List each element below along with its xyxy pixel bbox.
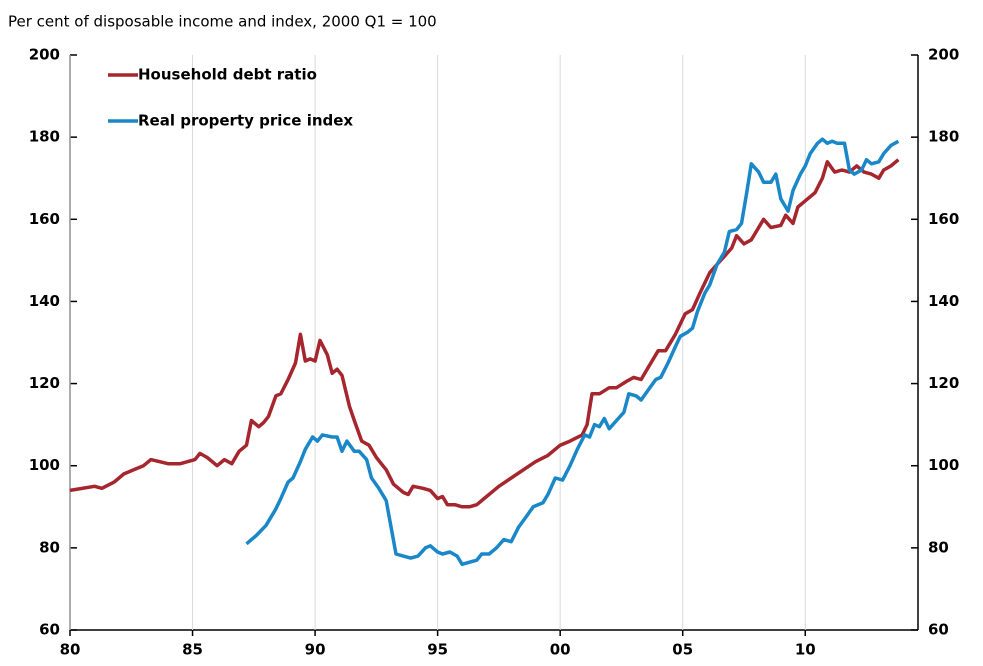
y-tick-label: 200 <box>29 46 60 64</box>
y-tick-label: 180 <box>29 128 60 146</box>
y2-tick-label: 160 <box>928 210 959 228</box>
y2-tick-label: 80 <box>928 538 949 556</box>
x-tick-label: 80 <box>60 641 81 659</box>
x-tick-label: 90 <box>305 641 326 659</box>
x-tick-label: 85 <box>182 641 203 659</box>
x-tick-label: 10 <box>795 641 816 659</box>
y-tick-label: 120 <box>29 374 60 392</box>
y-tick-label: 160 <box>29 210 60 228</box>
legend-label: Household debt ratio <box>138 66 317 84</box>
x-tick-label: 00 <box>550 641 571 659</box>
y-tick-label: 80 <box>39 538 60 556</box>
y2-tick-label: 100 <box>928 456 959 474</box>
y2-tick-label: 200 <box>928 46 959 64</box>
y2-tick-label: 140 <box>928 292 959 310</box>
y2-tick-label: 180 <box>928 128 959 146</box>
series-line <box>69 158 900 509</box>
y-tick-label: 60 <box>39 621 60 639</box>
y-tick-label: 140 <box>29 292 60 310</box>
y2-tick-label: 120 <box>928 374 959 392</box>
legend-label: Real property price index <box>138 112 353 130</box>
y2-tick-label: 60 <box>928 621 949 639</box>
chart-subtitle: Per cent of disposable income and index,… <box>8 13 437 31</box>
y-tick-label: 100 <box>29 456 60 474</box>
x-tick-label: 95 <box>427 641 448 659</box>
series-line <box>245 137 900 567</box>
x-tick-label: 05 <box>672 641 693 659</box>
